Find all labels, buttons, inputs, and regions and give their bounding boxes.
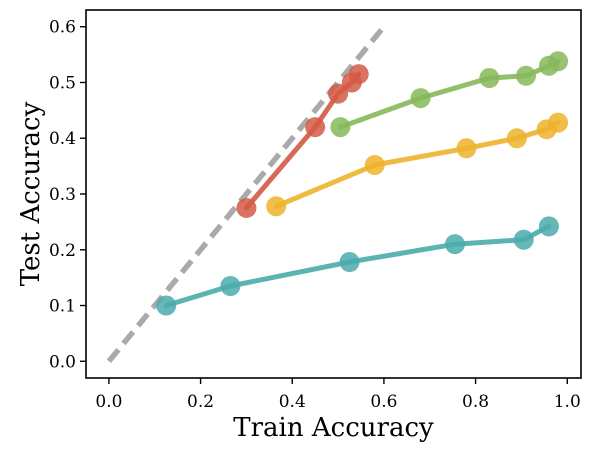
y-tick-label: 0.5	[49, 73, 76, 93]
plot-frame	[85, 9, 582, 379]
series-1-point	[305, 117, 326, 138]
x-tick-label: 0.0	[95, 392, 122, 412]
series-2-point	[330, 117, 351, 138]
plot-area	[106, 24, 569, 364]
series-3-point	[266, 196, 287, 217]
series-3-point	[548, 112, 569, 133]
series-2-point	[479, 68, 500, 89]
x-axis-label: Train Accuracy	[233, 413, 434, 443]
reference-line-diagonal	[106, 24, 387, 364]
axis-ticks: 0.0 0.2 0.4 0.6 0.8 1.0 0.0 0.1 0.2 0.3 0.4 0.5 0.6	[49, 18, 581, 412]
y-tick-label: 0.0	[49, 352, 76, 372]
series-3-point	[364, 155, 385, 176]
series-2-point	[410, 88, 431, 109]
series-4-point	[339, 252, 360, 273]
series-4-point	[538, 216, 559, 237]
x-tick-label: 0.2	[187, 392, 214, 412]
series-4-point	[444, 234, 465, 255]
series-2-point	[548, 51, 569, 72]
series-1-point	[328, 83, 349, 104]
series-3-point	[506, 128, 527, 149]
series-1-point	[348, 64, 369, 85]
x-tick-label: 0.8	[462, 392, 489, 412]
y-tick-label: 0.3	[49, 185, 76, 205]
series-2-point	[516, 65, 536, 86]
series-4-point	[156, 295, 177, 316]
x-tick-label: 0.6	[370, 392, 397, 412]
x-tick-label: 0.4	[279, 392, 306, 412]
series-4-point	[220, 276, 241, 296]
y-tick-label: 0.1	[49, 297, 76, 317]
series-4-point	[513, 229, 534, 250]
series-1-point	[236, 197, 257, 218]
y-tick-label: 0.6	[49, 18, 76, 38]
series-3-point	[456, 138, 477, 159]
y-tick-label: 0.2	[49, 241, 76, 261]
y-axis-label: Test Accuracy	[16, 101, 46, 286]
y-tick-label: 0.4	[49, 129, 76, 149]
x-tick-label: 1.0	[554, 392, 581, 412]
